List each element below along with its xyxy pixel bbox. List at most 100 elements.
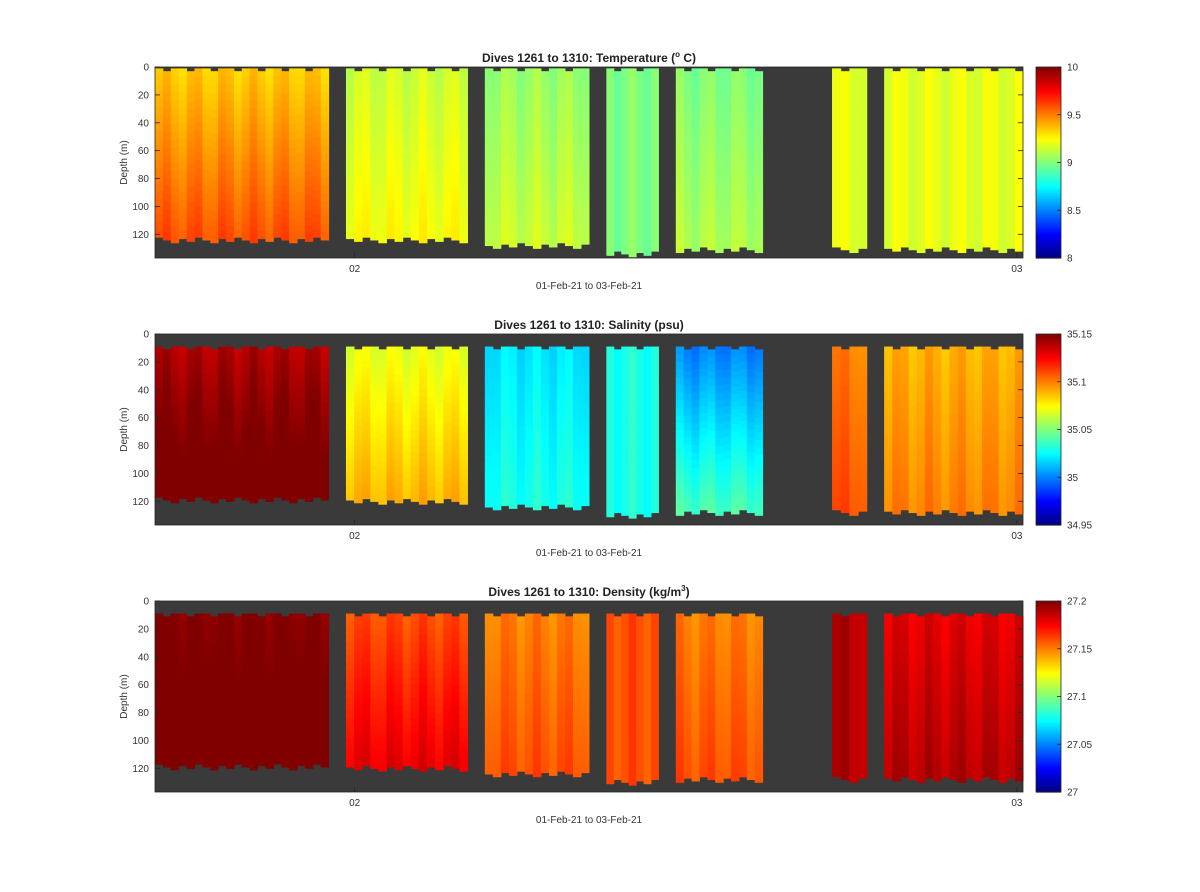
colorbar-swatch bbox=[1036, 357, 1061, 361]
data-cell bbox=[202, 91, 211, 101]
data-cell bbox=[289, 474, 298, 482]
data-cell bbox=[289, 76, 298, 85]
data-cell bbox=[249, 360, 259, 369]
data-cell bbox=[170, 147, 180, 157]
data-cell bbox=[354, 370, 363, 378]
data-cell bbox=[257, 444, 266, 452]
data-cell bbox=[580, 220, 590, 229]
data-cell bbox=[691, 126, 700, 136]
data-cell bbox=[738, 92, 748, 102]
data-cell bbox=[643, 454, 652, 464]
data-cell bbox=[707, 453, 716, 462]
data-cell bbox=[1006, 207, 1016, 217]
data-cell bbox=[378, 391, 387, 400]
data-cell bbox=[900, 238, 910, 248]
data-cell bbox=[691, 445, 700, 454]
data-cell bbox=[402, 690, 412, 699]
data-cell bbox=[492, 71, 502, 80]
data-cell bbox=[949, 429, 959, 438]
data-cell bbox=[548, 464, 558, 473]
data-cell bbox=[973, 109, 983, 119]
data-cell bbox=[683, 496, 693, 505]
data-cell bbox=[426, 677, 436, 686]
data-cell bbox=[273, 191, 282, 200]
data-cell bbox=[378, 651, 387, 660]
data-cell bbox=[451, 494, 460, 502]
data-cell bbox=[982, 450, 991, 459]
data-cell bbox=[965, 183, 975, 193]
data-cell bbox=[933, 159, 942, 169]
data-cell bbox=[924, 68, 934, 78]
data-cell bbox=[459, 396, 468, 405]
data-cell bbox=[556, 482, 566, 491]
data-cell bbox=[916, 356, 926, 366]
data-cell bbox=[202, 185, 211, 194]
data-cell bbox=[973, 242, 983, 252]
data-cell bbox=[386, 207, 396, 216]
data-cell bbox=[949, 117, 959, 127]
data-cell bbox=[443, 703, 452, 711]
data-cell bbox=[210, 110, 219, 119]
data-cell bbox=[916, 500, 926, 509]
data-cell bbox=[484, 229, 494, 239]
data-cell bbox=[1006, 166, 1016, 176]
data-cell bbox=[210, 133, 219, 142]
data-cell bbox=[900, 457, 910, 466]
data-cell bbox=[941, 151, 950, 160]
data-cell bbox=[265, 416, 274, 425]
data-cell bbox=[178, 477, 188, 486]
data-cell bbox=[492, 151, 502, 161]
data-cell bbox=[738, 222, 748, 232]
data-cell bbox=[628, 230, 637, 241]
data-cell bbox=[1006, 376, 1016, 385]
data-cell bbox=[297, 443, 306, 451]
colorbar-swatch bbox=[1036, 337, 1061, 341]
data-cell bbox=[459, 461, 468, 469]
data-cell bbox=[443, 457, 452, 465]
data-cell bbox=[924, 488, 934, 497]
data-cell bbox=[241, 451, 251, 459]
data-cell bbox=[386, 114, 396, 124]
data-cell bbox=[500, 382, 510, 391]
data-cell bbox=[281, 349, 290, 357]
data-cell bbox=[933, 384, 942, 393]
data-cell bbox=[900, 133, 910, 142]
data-cell bbox=[241, 107, 251, 116]
data-cell bbox=[370, 76, 379, 85]
data-cell bbox=[443, 160, 452, 169]
data-cell bbox=[155, 428, 164, 437]
data-cell bbox=[186, 678, 195, 687]
data-cell bbox=[178, 648, 188, 656]
data-cell bbox=[257, 684, 266, 692]
data-cell bbox=[957, 461, 967, 470]
colorbar-swatch bbox=[1036, 240, 1061, 243]
data-cell bbox=[508, 434, 518, 443]
data-cell bbox=[924, 166, 934, 176]
data-cell bbox=[580, 156, 590, 165]
data-cell bbox=[900, 206, 910, 215]
data-cell bbox=[949, 474, 959, 483]
data-cell bbox=[613, 386, 622, 395]
data-cell bbox=[435, 488, 444, 497]
data-cell bbox=[297, 107, 306, 116]
data-cell bbox=[965, 452, 975, 461]
data-cell bbox=[178, 703, 188, 711]
data-cell bbox=[998, 185, 1008, 195]
data-cell bbox=[297, 114, 306, 124]
data-cell bbox=[532, 502, 542, 511]
data-cell bbox=[916, 211, 926, 221]
data-cell bbox=[572, 457, 582, 466]
data-cell bbox=[908, 134, 918, 144]
data-cell bbox=[965, 103, 975, 113]
data-cell bbox=[849, 453, 859, 463]
data-cell bbox=[628, 362, 637, 371]
data-cell bbox=[202, 107, 211, 116]
data-cell bbox=[548, 173, 558, 183]
data-cell bbox=[683, 232, 693, 241]
data-cell bbox=[297, 184, 306, 193]
data-cell bbox=[715, 384, 724, 394]
data-cell bbox=[265, 154, 274, 164]
data-cell bbox=[746, 474, 756, 483]
data-cell bbox=[202, 444, 211, 452]
data-cell bbox=[394, 755, 404, 764]
